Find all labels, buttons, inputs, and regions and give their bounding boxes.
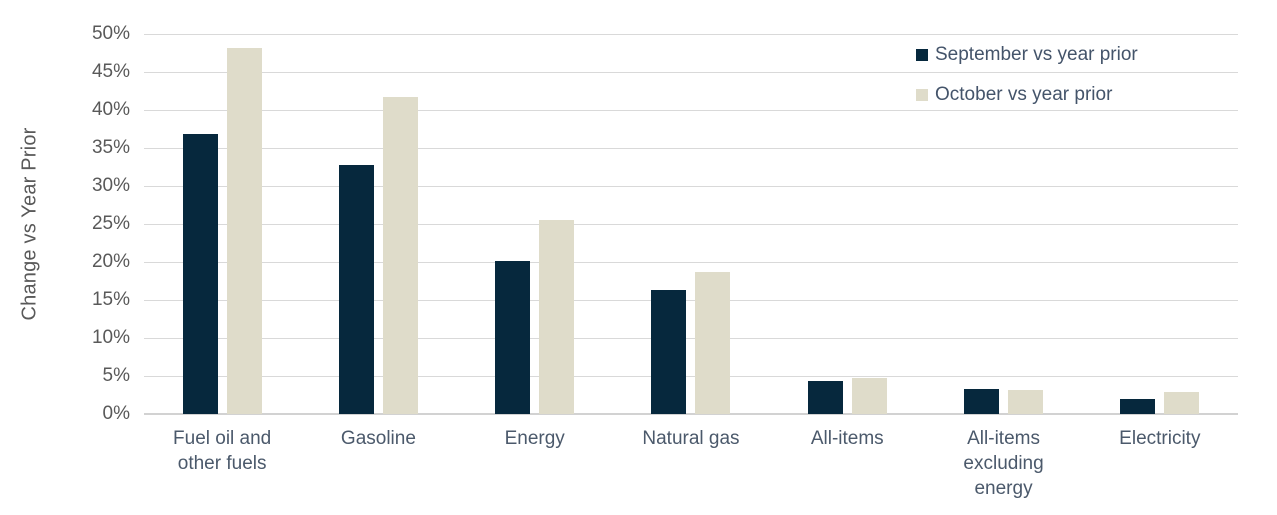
bar-group xyxy=(613,34,769,414)
gridline xyxy=(144,185,1238,187)
gridline xyxy=(144,147,1238,149)
category-label: All-items excluding energy xyxy=(963,428,1044,499)
y-tick-label: 50% xyxy=(91,23,130,44)
bar-september xyxy=(338,164,374,414)
bar-group xyxy=(457,34,613,414)
gridline xyxy=(144,33,1238,35)
category-label: Gasoline xyxy=(340,428,416,449)
y-tick-label: 25% xyxy=(91,213,130,234)
bar-october xyxy=(382,97,418,414)
legend: September vs year prior October vs year … xyxy=(916,35,1138,115)
bar-september xyxy=(651,290,687,414)
legend-item-october: October vs year prior xyxy=(916,75,1138,115)
bar-group xyxy=(144,34,300,414)
bar-group xyxy=(769,34,925,414)
bar-september xyxy=(182,134,218,414)
y-tick-label: 20% xyxy=(91,251,130,272)
bar-october xyxy=(1164,391,1200,414)
legend-label-october: October vs year prior xyxy=(935,84,1113,105)
bar-september xyxy=(964,388,1000,414)
bar-october xyxy=(226,48,262,414)
category-label: Energy xyxy=(504,428,565,449)
gridline xyxy=(144,261,1238,263)
bar-september xyxy=(807,380,843,414)
bar-group xyxy=(300,34,456,414)
y-tick-label: 10% xyxy=(91,327,130,348)
y-tick-label: 30% xyxy=(91,175,130,196)
category-label: Natural gas xyxy=(642,428,740,449)
y-tick-label: 15% xyxy=(91,289,130,310)
bar-october xyxy=(851,378,887,414)
plot-area xyxy=(144,33,1238,415)
bar-group xyxy=(1082,34,1238,414)
y-tick-label: 35% xyxy=(91,137,130,158)
x-axis-category-labels: Fuel oil and other fuels Gasoline Energy Na… xyxy=(144,426,1238,501)
legend-swatch-october-icon xyxy=(916,89,928,101)
y-tick-label: 45% xyxy=(91,61,130,82)
y-tick-label: 0% xyxy=(102,403,130,424)
y-tick-label: 5% xyxy=(102,365,130,386)
legend-item-september: September vs year prior xyxy=(916,35,1138,75)
bar-september xyxy=(1120,398,1156,414)
category-label: Fuel oil and other fuels xyxy=(173,428,272,474)
gridline xyxy=(144,375,1238,377)
y-axis-tick-labels: 0% 5% 10% 15% 20% 25% 30% 35% 40% 45% 50% xyxy=(0,23,130,424)
gridline xyxy=(144,337,1238,339)
bar-october xyxy=(1008,389,1044,414)
category-label: All-items xyxy=(810,428,884,449)
bar-october xyxy=(539,220,575,414)
gridline xyxy=(144,109,1238,111)
gridline xyxy=(144,299,1238,301)
bar-group xyxy=(925,34,1081,414)
legend-swatch-september-icon xyxy=(916,49,928,61)
category-label: Electricity xyxy=(1119,428,1201,449)
gridline xyxy=(144,71,1238,73)
bars xyxy=(144,34,1238,414)
bar-september xyxy=(495,261,531,414)
y-tick-label: 40% xyxy=(91,99,130,120)
x-axis-baseline xyxy=(144,412,1238,415)
legend-label-september: September vs year prior xyxy=(935,44,1138,65)
gridline xyxy=(144,223,1238,225)
bar-october xyxy=(695,271,731,414)
